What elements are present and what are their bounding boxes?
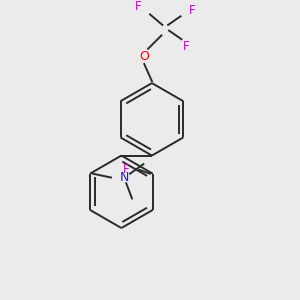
Text: O: O bbox=[139, 50, 149, 63]
Text: F: F bbox=[189, 4, 195, 17]
Text: F: F bbox=[123, 164, 129, 176]
Text: F: F bbox=[183, 40, 190, 53]
Text: F: F bbox=[135, 0, 142, 13]
Text: N: N bbox=[120, 171, 129, 184]
